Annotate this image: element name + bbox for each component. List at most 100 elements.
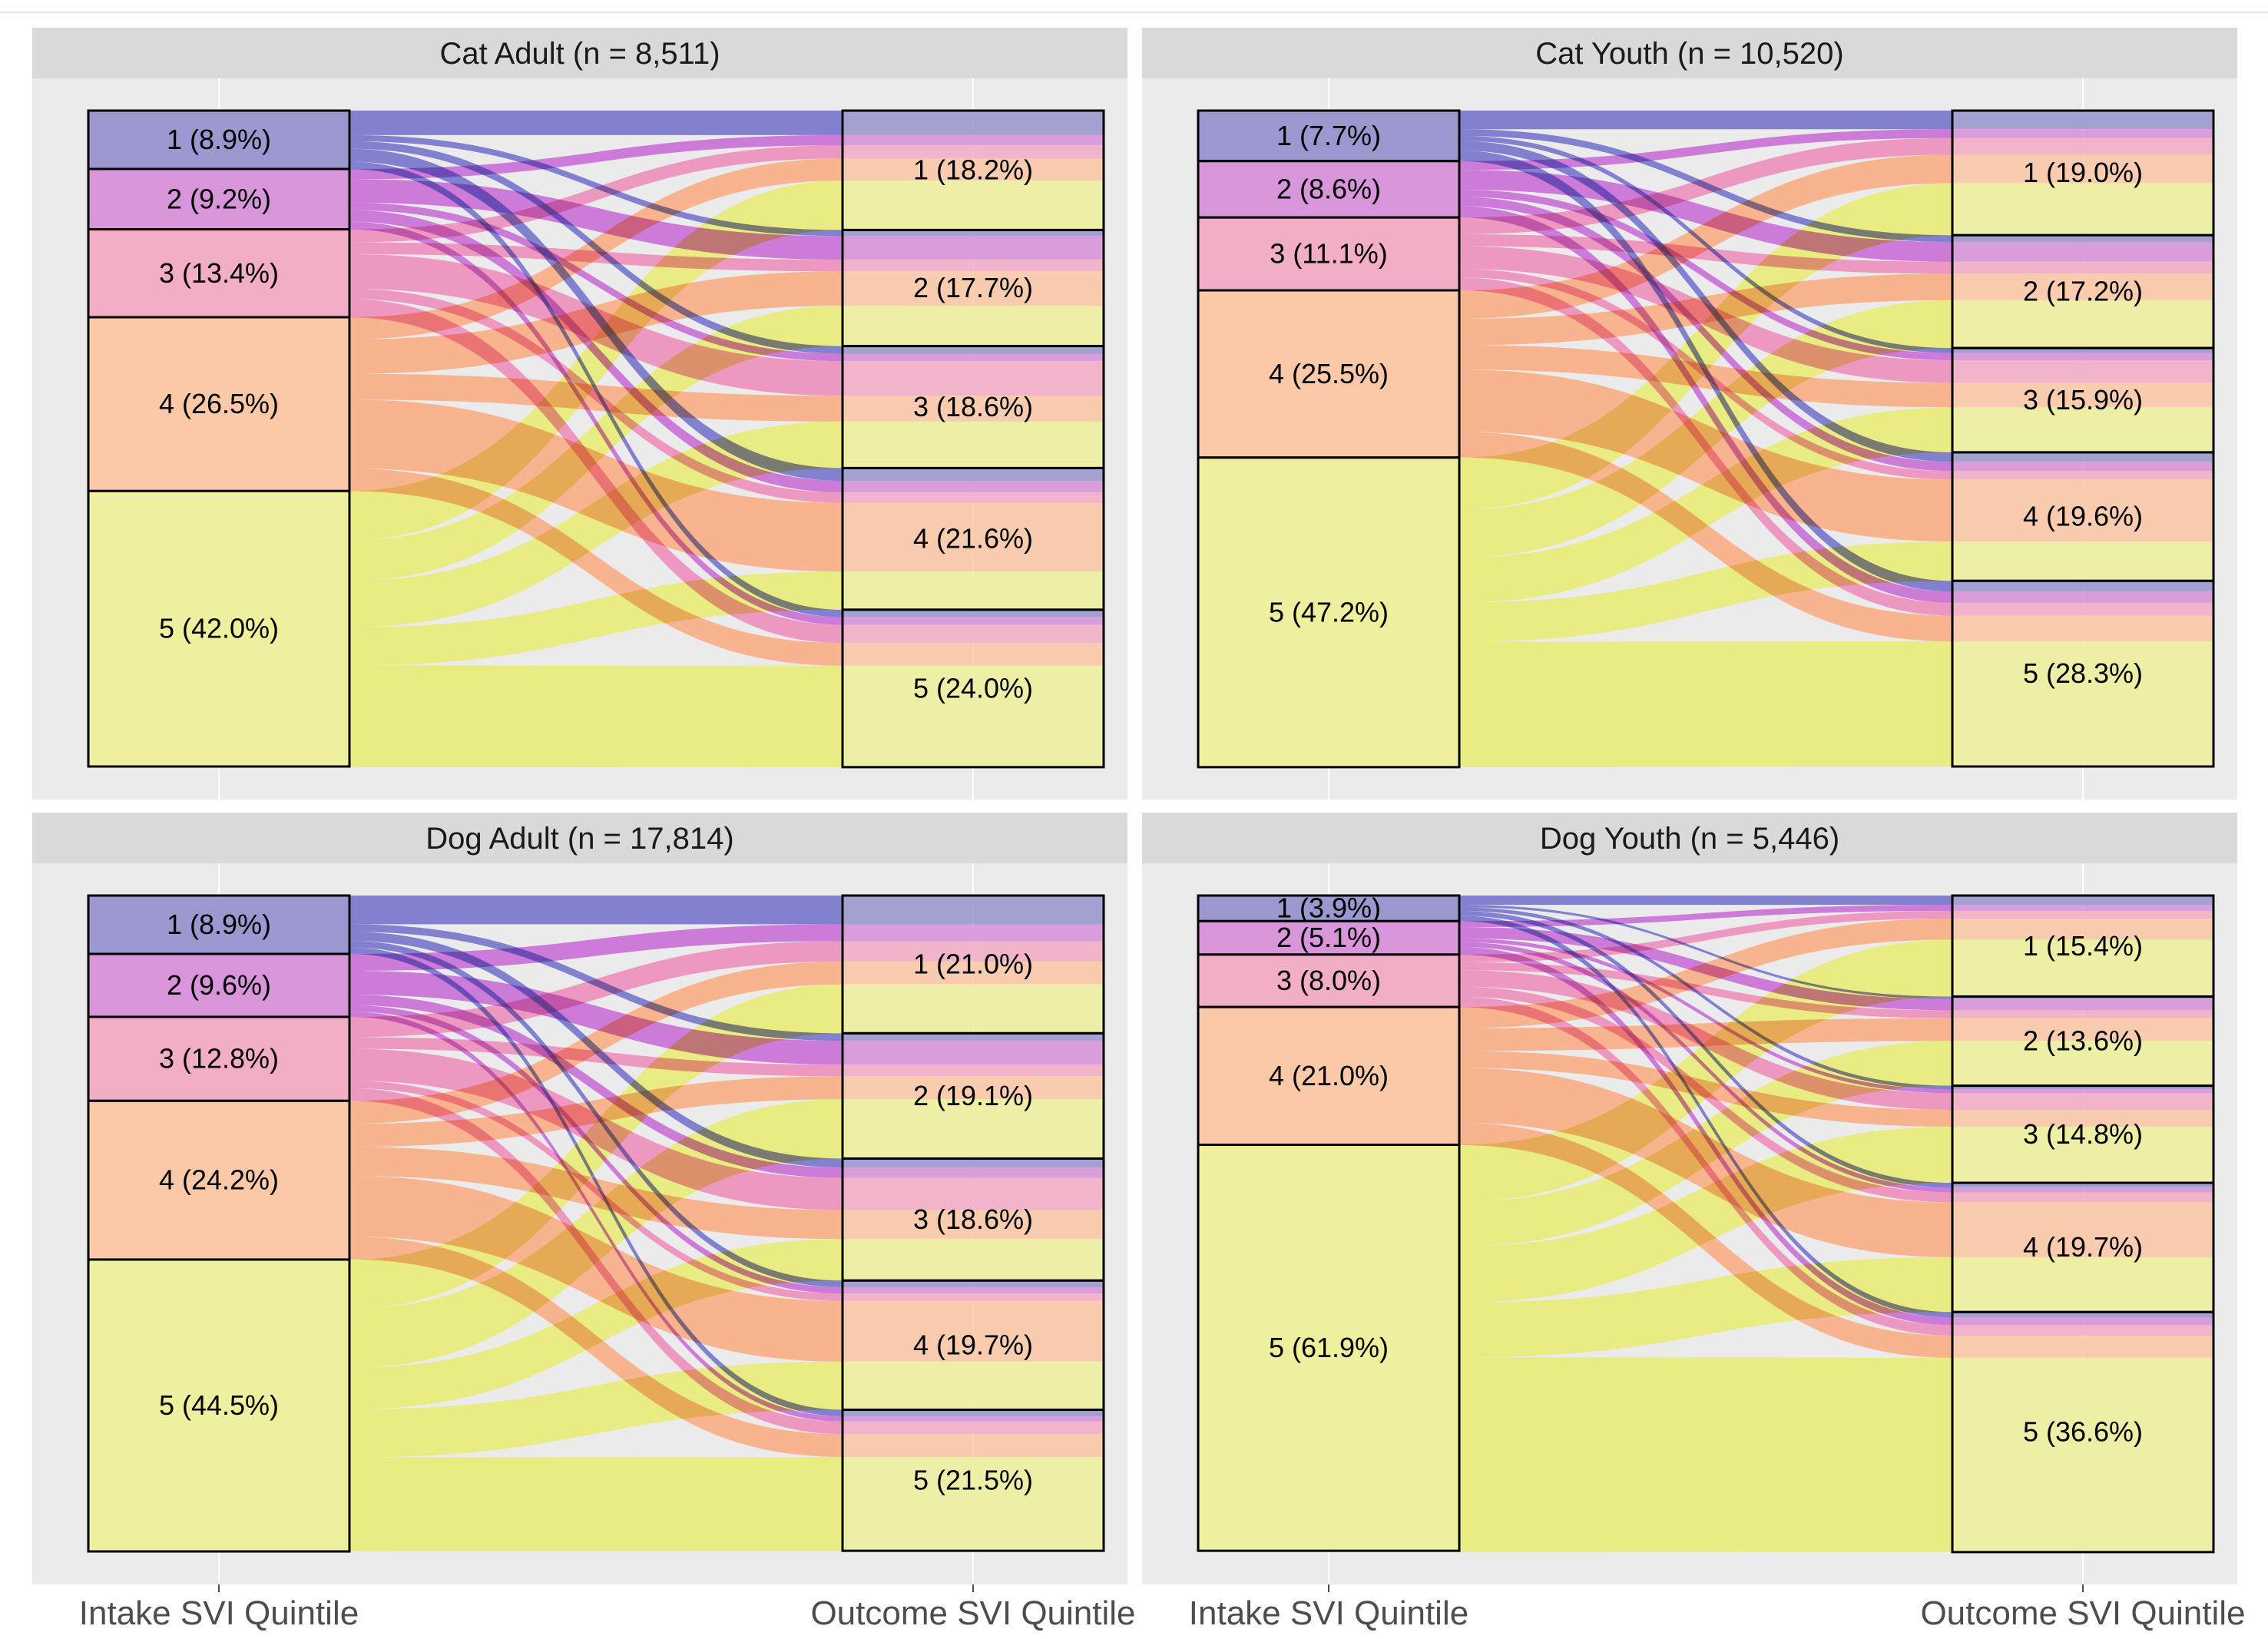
outcome-segment xyxy=(843,1210,1104,1240)
outcome-segment xyxy=(1952,1010,2213,1018)
panel-title: Dog Youth (n = 5,446) xyxy=(1540,822,1839,856)
flow-q4-to-q2 xyxy=(349,1076,843,1147)
outcome-segment xyxy=(843,1041,1104,1065)
flow-q1-to-q1 xyxy=(349,111,843,135)
flow-q5-to-q1 xyxy=(1459,939,1952,1202)
flow-q4-to-q5 xyxy=(349,1236,843,1458)
outcome-segment xyxy=(843,896,1104,925)
flow-q4-to-q2 xyxy=(1459,273,1952,346)
flow-q5-to-q5 xyxy=(1459,1357,1952,1552)
outcome-segment xyxy=(843,230,1104,237)
intake-stratum-3 xyxy=(87,1015,351,1102)
outcome-stratum-5 xyxy=(841,608,1105,769)
intake-stratum-1 xyxy=(1197,109,1461,163)
outcome-segment xyxy=(1952,615,2213,642)
outcome-segment xyxy=(843,134,1104,146)
intake-label-5: 5 (61.9%) xyxy=(1269,1332,1389,1363)
outcome-segment xyxy=(1952,407,2213,452)
intake-label-4: 4 (24.2%) xyxy=(159,1164,279,1196)
flow-q2-to-q3 xyxy=(349,202,843,362)
outcome-label-5: 5 (28.3%) xyxy=(2023,657,2143,689)
outcome-segment xyxy=(1952,996,2213,999)
intake-label-5: 5 (42.0%) xyxy=(159,613,279,644)
outcome-segment xyxy=(843,306,1104,346)
outcome-segment xyxy=(843,617,1104,625)
outcome-segment xyxy=(1952,261,2213,274)
flows xyxy=(349,896,843,1551)
intake-label-3: 3 (13.4%) xyxy=(159,257,279,289)
outcome-segment xyxy=(1952,300,2213,349)
panel-strip xyxy=(1142,28,2237,78)
outcome-segment xyxy=(1952,591,2213,603)
intake-label-5: 5 (44.5%) xyxy=(159,1389,279,1421)
outcome-segment xyxy=(843,353,1104,362)
flow-q5-to-q3 xyxy=(1459,1127,1952,1303)
outcome-segment xyxy=(843,1177,1104,1210)
outcome-segment xyxy=(1952,541,2213,581)
outcome-segment xyxy=(1952,348,2213,353)
outcome-segment xyxy=(1952,602,2213,616)
outcome-label-2: 2 (17.7%) xyxy=(913,272,1033,303)
outcome-segment xyxy=(1952,1192,2213,1203)
flow-q2-to-q1 xyxy=(349,924,843,971)
outcome-segment xyxy=(1952,1041,2213,1086)
flows xyxy=(1459,111,1952,767)
outcome-label-4: 4 (21.6%) xyxy=(913,523,1033,555)
outcome-segment xyxy=(1952,235,2213,243)
flow-q5-to-q5 xyxy=(349,665,843,767)
outcome-segment xyxy=(1952,111,2213,130)
flow-q5-to-q1 xyxy=(349,984,843,1309)
outcome-segment xyxy=(1952,1325,2213,1336)
outcome-label-5: 5 (24.0%) xyxy=(913,672,1033,704)
flow-q1-to-q2 xyxy=(349,134,843,237)
outcome-segment xyxy=(843,468,1104,482)
outcome-segment xyxy=(1952,452,2213,462)
flow-q4-to-q3 xyxy=(349,1147,843,1240)
outcome-label-4: 4 (19.7%) xyxy=(913,1329,1033,1360)
outcome-segment xyxy=(1952,129,2213,138)
outcome-segment xyxy=(1952,183,2213,236)
outcome-label-3: 3 (14.8%) xyxy=(2023,1118,2143,1150)
outcome-segment xyxy=(1952,1335,2213,1358)
outcome-segment xyxy=(1952,641,2213,767)
intake-stratum-4 xyxy=(1197,289,1461,459)
outcome-segment xyxy=(1952,154,2213,184)
outcome-segment xyxy=(843,609,1104,618)
intake-label-3: 3 (12.8%) xyxy=(159,1043,279,1074)
outcome-segment xyxy=(1952,998,2213,1011)
flow-q5-to-q4 xyxy=(349,1361,843,1458)
flow-q5-to-q3 xyxy=(1459,407,1952,603)
flow-q4-to-q4 xyxy=(1459,369,1952,542)
outcome-segment xyxy=(1952,905,2213,911)
outcome-label-5: 5 (21.5%) xyxy=(913,1464,1033,1495)
flow-q4-to-q5 xyxy=(349,469,843,666)
intake-stratum-5 xyxy=(87,1258,351,1553)
outcome-segment xyxy=(843,361,1104,396)
intake-label-5: 5 (47.2%) xyxy=(1269,596,1389,627)
outcome-segment xyxy=(843,571,1104,610)
outcome-segment xyxy=(843,1099,1104,1159)
flow-q3-to-q1 xyxy=(1459,910,1952,962)
flows xyxy=(349,111,843,767)
intake-label-4: 4 (26.5%) xyxy=(159,388,279,419)
outcome-segment xyxy=(1952,581,2213,592)
panel-strip xyxy=(32,813,1127,863)
outcome-segment xyxy=(843,145,1104,159)
outcome-segment xyxy=(1952,1093,2213,1110)
outcome-segment xyxy=(1952,1312,2213,1318)
flow-q2-to-q3 xyxy=(1459,938,1952,1094)
outcome-label-1: 1 (19.0%) xyxy=(2023,157,2143,188)
flow-q5-to-q2 xyxy=(1459,300,1952,558)
flow-q5-to-q5 xyxy=(349,1457,843,1551)
flow-q3-to-q1 xyxy=(1459,137,1952,234)
intake-label-1: 1 (8.9%) xyxy=(167,909,271,940)
outcome-segment xyxy=(1952,1257,2213,1313)
outcome-segment xyxy=(843,665,1104,767)
intake-label-4: 4 (21.0%) xyxy=(1269,1060,1389,1091)
flow-q2-to-q1 xyxy=(1459,129,1952,171)
panel-title: Dog Adult (n = 17,814) xyxy=(425,822,733,856)
outcome-label-4: 4 (19.6%) xyxy=(2023,501,2143,532)
outcome-segment xyxy=(1952,1089,2213,1094)
intake-stratum-5 xyxy=(1197,456,1461,769)
outcome-segment xyxy=(843,941,1104,962)
